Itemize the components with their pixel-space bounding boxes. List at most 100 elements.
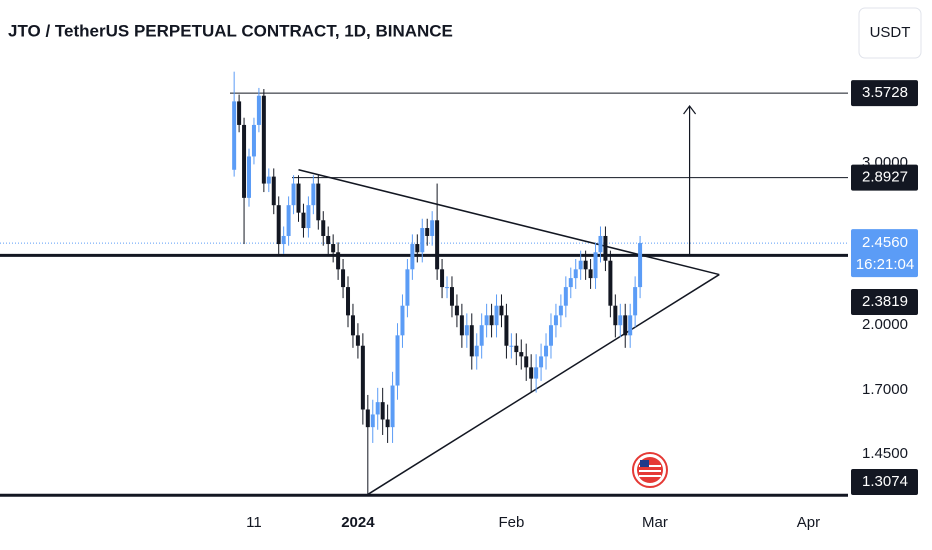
candle-body: [266, 176, 271, 184]
candle-body: [360, 345, 365, 410]
candle-body: [306, 205, 311, 229]
y-tick-label: 1.4500: [862, 445, 908, 462]
candle-body: [410, 244, 415, 270]
candle-body: [628, 315, 633, 336]
candle-body: [558, 305, 563, 316]
candle-body: [598, 235, 603, 253]
candle-body: [281, 235, 286, 245]
y-tick-label: 1.7000: [862, 381, 908, 398]
candle-body: [341, 269, 346, 288]
candle-body: [494, 305, 499, 326]
candle-body: [638, 243, 643, 288]
candle-body: [420, 228, 425, 253]
candle-body: [346, 287, 351, 316]
candle-body: [316, 183, 321, 221]
candle-body: [291, 183, 296, 206]
candle-body: [395, 335, 400, 386]
price-label-box: [851, 80, 918, 107]
currency-label[interactable]: USDT: [870, 24, 911, 41]
candle-body: [499, 305, 504, 316]
currency-button[interactable]: [858, 7, 922, 59]
candle-body: [237, 101, 242, 125]
candle-body: [459, 315, 464, 336]
trendline: [367, 273, 720, 496]
candle-body: [321, 220, 326, 236]
candle-body: [390, 385, 395, 428]
candle-body: [286, 205, 291, 236]
candle-body: [539, 356, 544, 368]
candle-body: [573, 269, 578, 279]
candle-body: [548, 325, 553, 346]
candle-body: [445, 287, 450, 289]
candle-body: [568, 278, 573, 288]
candle-body: [375, 402, 380, 415]
candle-body: [311, 183, 316, 206]
candle-body: [514, 345, 519, 353]
candle-body: [519, 352, 524, 357]
x-tick-label: Apr: [797, 514, 820, 531]
candle-body: [331, 244, 336, 253]
candle-body: [400, 305, 405, 336]
candle-body: [425, 228, 430, 236]
candle-body: [380, 402, 385, 420]
candle-body: [232, 101, 237, 170]
candle-body: [415, 244, 420, 253]
candle-body: [509, 345, 514, 347]
candle-body: [251, 124, 256, 157]
candle-body: [449, 287, 454, 306]
candle-body: [489, 315, 494, 326]
candle-body: [276, 205, 281, 245]
price-label: 2.3819: [862, 293, 908, 310]
candle-body: [578, 260, 583, 270]
candle-body: [613, 305, 618, 326]
x-tick-label: 2024: [341, 514, 375, 531]
candle-body: [479, 325, 484, 346]
price-label-box: [851, 289, 918, 315]
candle-body: [355, 335, 360, 346]
y-tick-label: 2.0000: [862, 316, 908, 333]
candle-body: [534, 367, 539, 379]
candle-body: [247, 156, 252, 198]
chart-title: JTO / TetherUS PERPETUAL CONTRACT, 1D, B…: [8, 21, 453, 40]
price-label: 3.5728: [862, 84, 908, 101]
trendline: [298, 169, 720, 276]
flag-icon: [632, 452, 668, 488]
candle-body: [435, 220, 440, 270]
candle-body: [385, 419, 390, 428]
candle-body: [603, 235, 608, 261]
candle-body: [474, 345, 479, 357]
price-label-box: [851, 164, 918, 191]
candle-body: [271, 176, 276, 206]
arrow-head: [683, 104, 697, 115]
candle-body: [296, 183, 301, 213]
candle-body: [454, 305, 459, 316]
current-price-label: 2.4560: [862, 234, 908, 251]
countdown-label: 16:21:04: [856, 256, 914, 273]
candle-body: [326, 235, 331, 245]
candle-body: [440, 269, 445, 288]
price-label-box: [851, 469, 918, 495]
candle-body: [529, 367, 534, 379]
candle-body: [261, 95, 266, 184]
candle-body: [350, 315, 355, 336]
candle-body: [633, 287, 638, 316]
candle-body: [365, 409, 370, 428]
candle-body: [469, 325, 474, 357]
candle-body: [464, 325, 469, 336]
candle-body: [504, 315, 509, 346]
x-tick-label: 11: [246, 514, 262, 531]
candle-body: [583, 260, 588, 270]
candle-body: [618, 315, 623, 326]
candle-body: [370, 414, 375, 428]
candle-body: [608, 260, 613, 306]
x-tick-label: Mar: [642, 514, 668, 531]
candle-body: [563, 287, 568, 306]
price-label: 2.8927: [862, 169, 908, 186]
candle-body: [484, 315, 489, 326]
candle-body: [524, 356, 529, 368]
candle-body: [405, 269, 410, 306]
candle-body: [336, 252, 341, 270]
candle-body: [588, 269, 593, 279]
